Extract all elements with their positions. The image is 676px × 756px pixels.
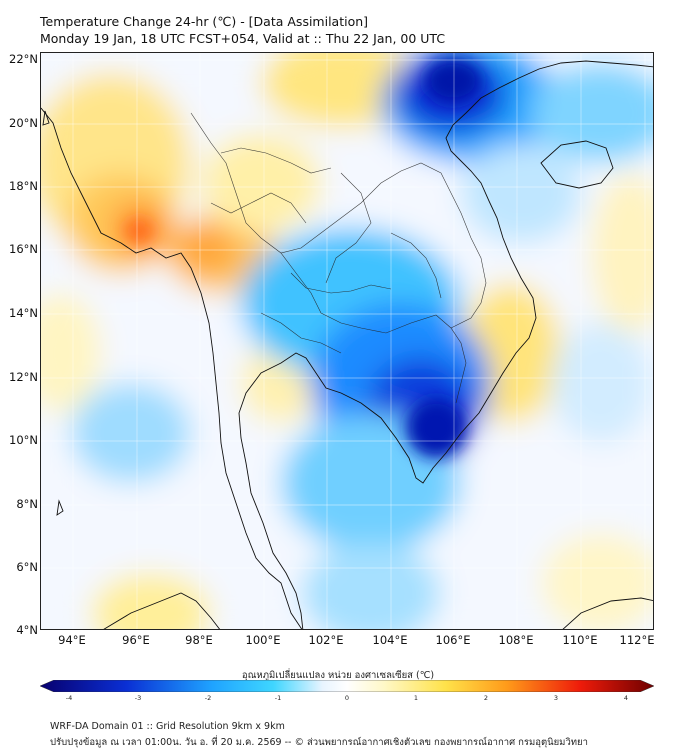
lon-label-98e: 98°E xyxy=(185,633,213,647)
colorbar xyxy=(40,680,654,692)
lat-label-16n: 16°N xyxy=(9,242,38,256)
colorbar-tick-minus-2: -2 xyxy=(204,694,212,702)
temperature-change-map[interactable] xyxy=(40,52,654,630)
footer-model-info: WRF-DA Domain 01 :: Grid Resolution 9km … xyxy=(50,721,285,732)
title-line-2: Monday 19 Jan, 18 UTC FCST+054, Valid at… xyxy=(40,31,446,46)
colorbar-tick-4: 4 xyxy=(623,694,629,702)
lat-label-4n: 4°N xyxy=(16,623,38,637)
map-title: Temperature Change 24-hr (℃) - [Data Ass… xyxy=(40,13,445,47)
colorbar-tick-minus-3: -3 xyxy=(134,694,142,702)
colorbar-tick-2: 2 xyxy=(483,694,489,702)
lon-label-112e: 112°E xyxy=(619,633,655,647)
coastlines xyxy=(41,60,653,629)
lon-label-96e: 96°E xyxy=(122,633,150,647)
lon-label-110e: 110°E xyxy=(562,633,598,647)
borders xyxy=(190,112,487,404)
lat-label-6n: 6°N xyxy=(16,560,38,574)
lat-label-20n: 20°N xyxy=(9,116,38,130)
temperature-field xyxy=(41,53,653,629)
lat-label-8n: 8°N xyxy=(16,497,38,511)
lat-label-12n: 12°N xyxy=(9,370,38,384)
lon-label-106e: 106°E xyxy=(435,633,471,647)
map-canvas xyxy=(41,53,653,629)
lon-label-104e: 104°E xyxy=(372,633,408,647)
title-line-1: Temperature Change 24-hr (℃) - [Data Ass… xyxy=(40,14,369,29)
lat-label-10n: 10°N xyxy=(9,433,38,447)
colorbar-tick-0: 0 xyxy=(344,694,350,702)
colorbar-gradient xyxy=(40,680,654,692)
lon-label-94e: 94°E xyxy=(58,633,86,647)
lat-label-22n: 22°N xyxy=(9,52,38,66)
lon-label-100e: 100°E xyxy=(245,633,281,647)
colorbar-tick-minus-1: -1 xyxy=(274,694,282,702)
graticule xyxy=(41,53,653,629)
footer-credit: ปรับปรุงข้อมูล ณ เวลา 01:00น. วัน อ. ที่… xyxy=(50,737,588,748)
colorbar-tick-1: 1 xyxy=(413,694,419,702)
lon-label-108e: 108°E xyxy=(498,633,534,647)
lon-label-102e: 102°E xyxy=(308,633,344,647)
colorbar-tick-3: 3 xyxy=(553,694,559,702)
colorbar-tick-minus-4: -4 xyxy=(65,694,73,702)
lat-label-14n: 14°N xyxy=(9,306,38,320)
lat-label-18n: 18°N xyxy=(9,179,38,193)
colorbar-title: อุณหภูมิเปลี่ยนแปลง หน่วย องศาเซลเซียส (… xyxy=(241,670,435,681)
